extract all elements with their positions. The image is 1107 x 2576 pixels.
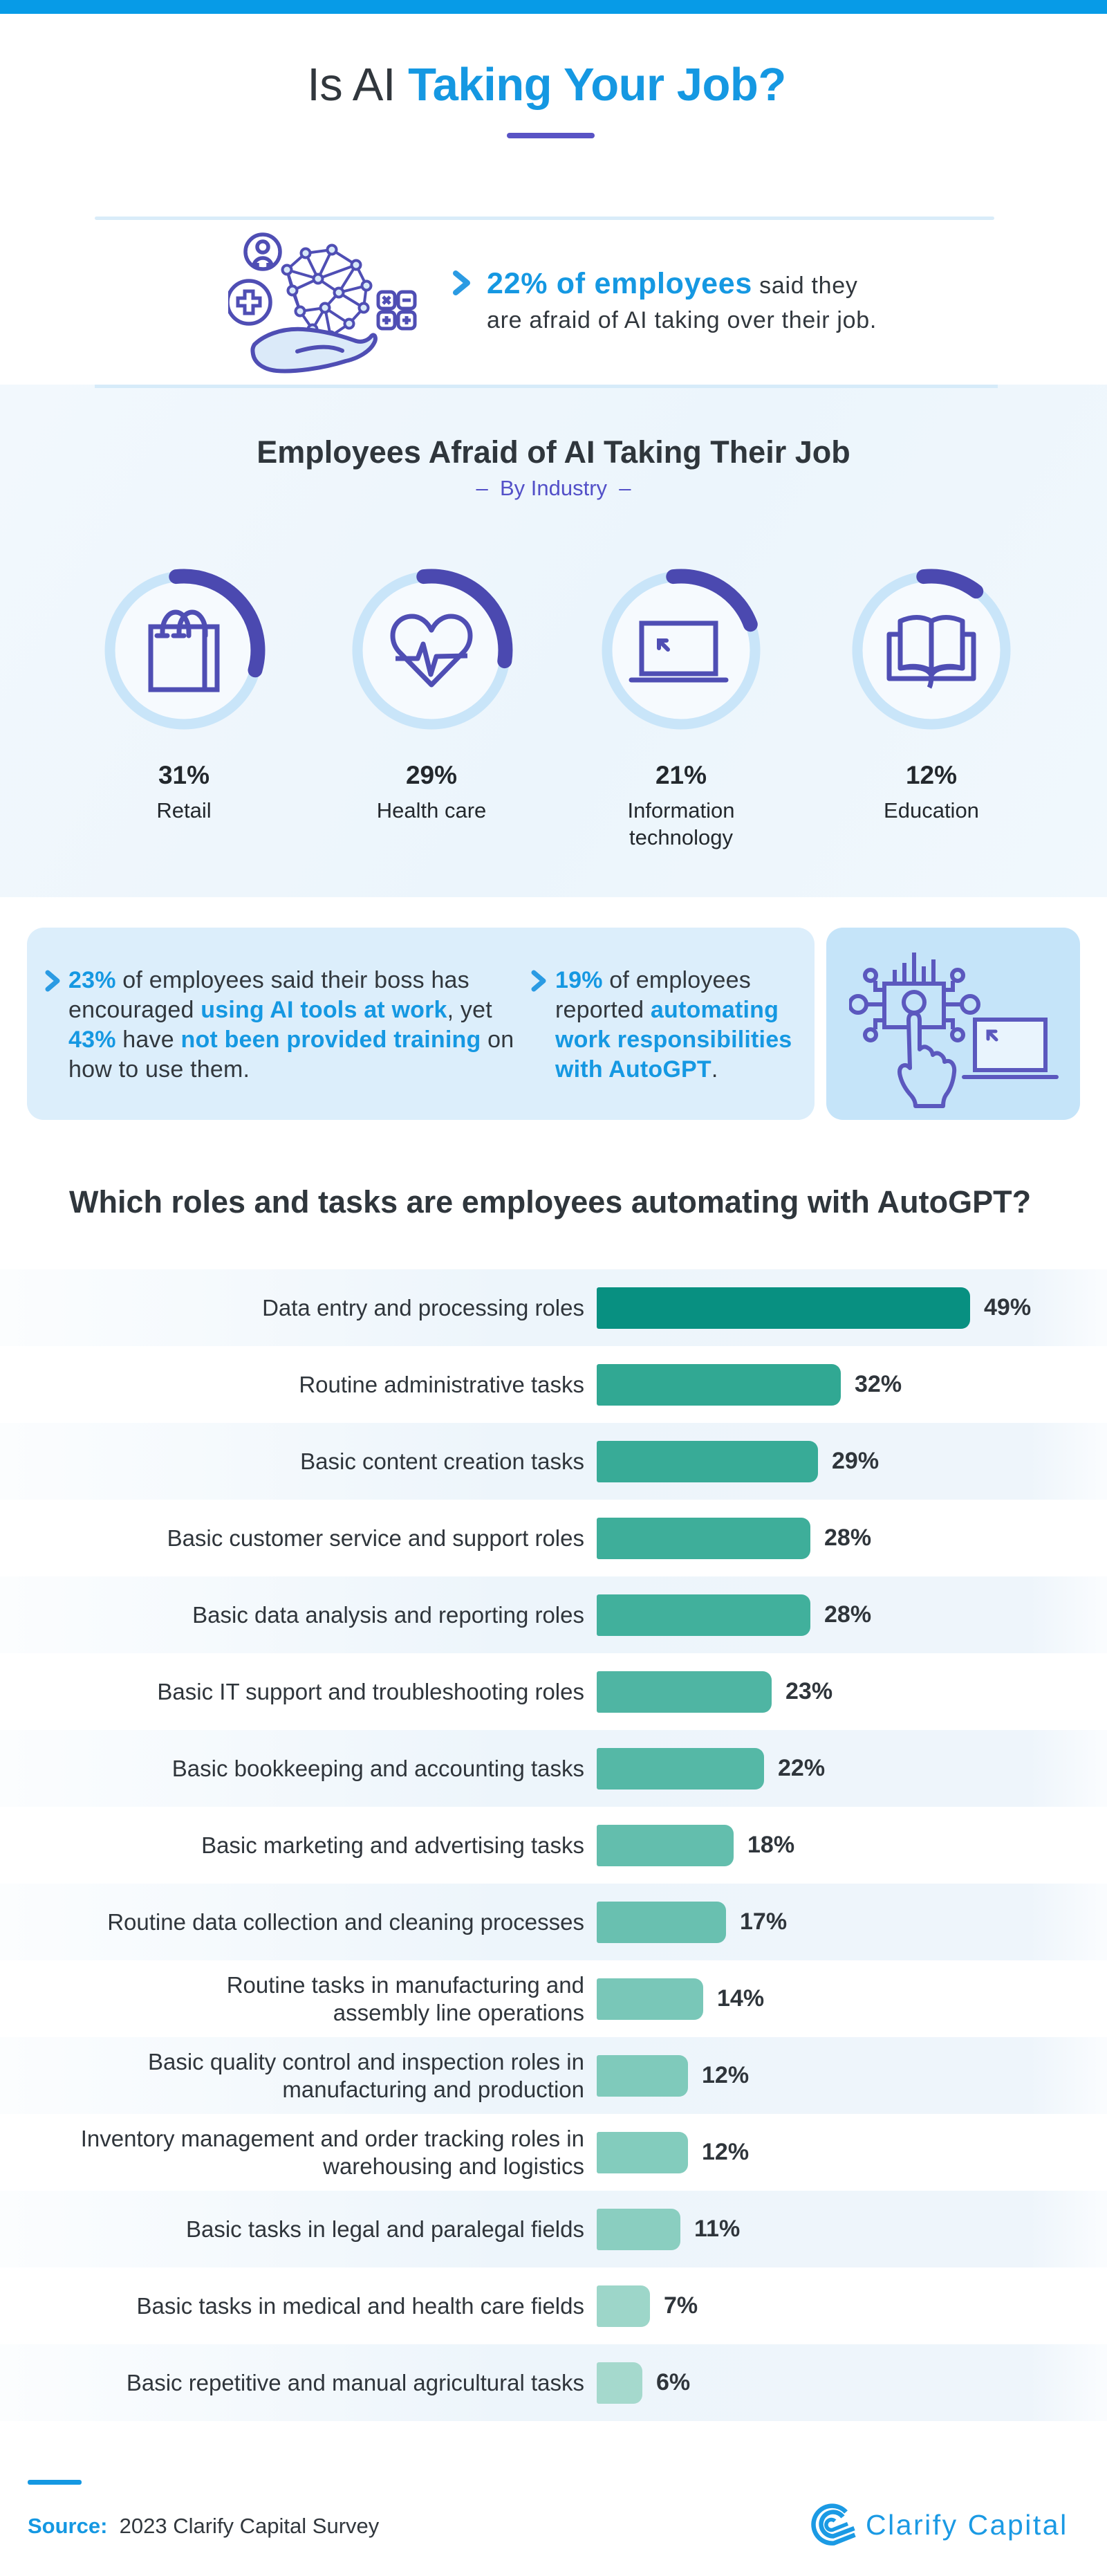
svg-text:Clarify Capital: Clarify Capital xyxy=(866,2509,1068,2541)
